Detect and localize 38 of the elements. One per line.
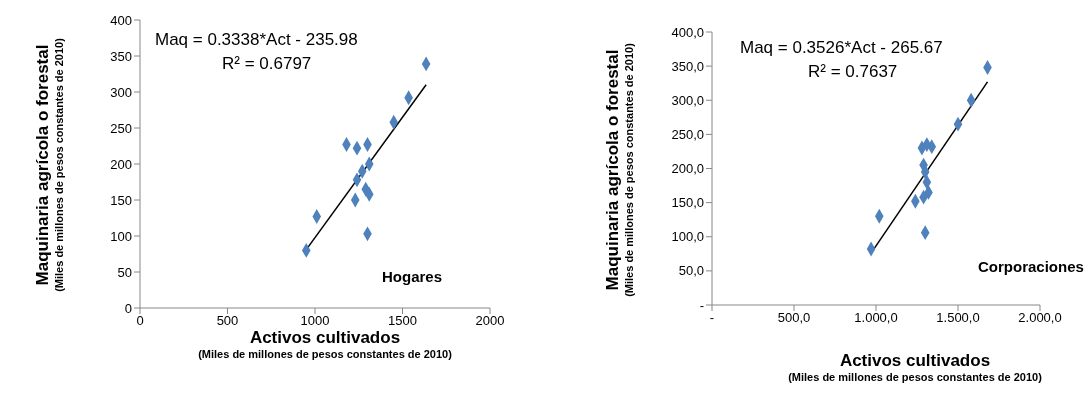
y-axis-title: Maquinaria agrícola o forestal (Miles de millones de pesos constantes de 2010): [33, 38, 67, 292]
x-tick-label: 2000: [475, 313, 505, 329]
x-tick-label: -: [709, 310, 715, 326]
x-axis-title: Activos cultivados (Miles de millones de pesos constantes de 2010): [198, 328, 452, 362]
y-tick-label: 200,0: [671, 161, 704, 177]
y-tick-label: 250: [110, 120, 132, 136]
y-tick-label: 150,0: [671, 195, 704, 211]
y-tick-label: 50: [117, 264, 132, 280]
y-tick-label: 150: [110, 192, 132, 208]
y-tick-label: 350,0: [671, 58, 704, 74]
x-tick-label: 500,0: [777, 310, 811, 326]
x-axis-title: Activos cultivados (Miles de millones de pesos constantes de 2010): [788, 351, 1042, 385]
annotation: Hogares: [382, 268, 443, 285]
y-tick-label: 300: [110, 84, 132, 100]
x-tick-label: 1.000,0: [854, 310, 898, 326]
y-tick-label: 350: [110, 48, 132, 64]
annotation: R² = 0.6797: [222, 54, 312, 74]
annotation: R² = 0.7637: [808, 62, 898, 82]
x-tick-label: 1.500,0: [936, 310, 980, 326]
annotation: Maq = 0.3526*Act - 265.67: [740, 38, 943, 58]
x-tick-label: 2.000,0: [1018, 310, 1062, 326]
y-tick-label: 200: [110, 156, 132, 172]
y-tick-label: 400: [110, 12, 132, 28]
y-tick-label: 250,0: [671, 126, 704, 142]
y-tick-label: 400,0: [671, 24, 704, 40]
y-tick-label: 50,0: [678, 263, 704, 279]
x-tick-label: 0: [136, 313, 144, 329]
y-tick-label: 0: [124, 300, 132, 316]
annotation: Maq = 0.3338*Act - 235.98: [155, 30, 358, 50]
y-tick-label: 100,0: [671, 229, 704, 245]
x-tick-label: 500: [216, 313, 239, 329]
y-tick-label: 300,0: [671, 92, 704, 108]
y-axis-title: Maquinaria agrícola o forestal (Miles de millones de pesos constantes de 2010): [603, 43, 637, 297]
y-tick-label: -: [699, 297, 704, 313]
y-tick-label: 100: [110, 228, 132, 244]
x-tick-label: 1500: [388, 313, 417, 329]
x-tick-label: 1000: [300, 313, 330, 329]
annotation: Corporaciones: [978, 258, 1084, 275]
